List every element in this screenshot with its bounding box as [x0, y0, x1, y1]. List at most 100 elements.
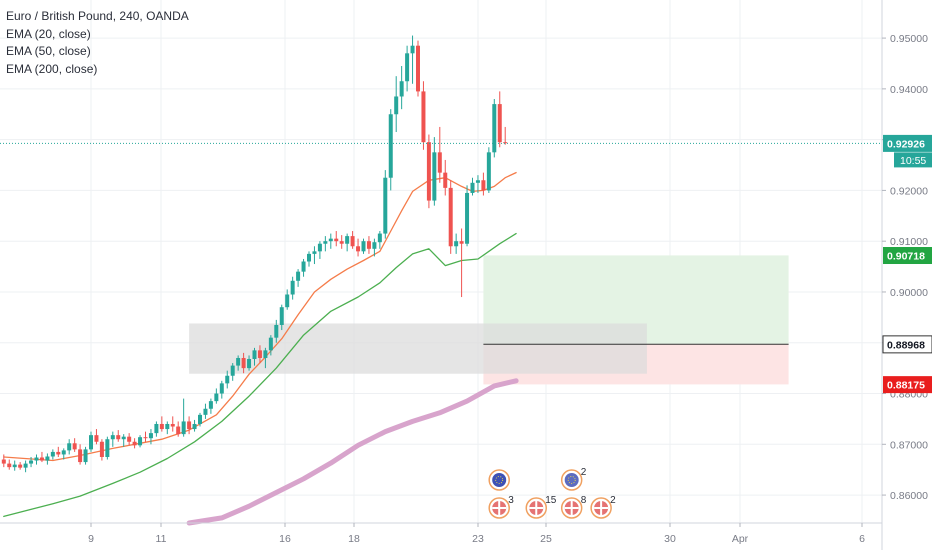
candle [138, 435, 143, 448]
candle [366, 236, 371, 254]
candle-body [416, 45, 420, 92]
candle [18, 462, 23, 470]
candle-body [45, 456, 50, 461]
candle [345, 233, 350, 252]
candle-body [307, 253, 311, 262]
candle [241, 352, 246, 374]
uk-flag-icon[interactable]: 2 [590, 495, 616, 519]
candle [372, 238, 377, 257]
candle-body [475, 180, 480, 183]
candle-body [34, 457, 39, 461]
candle-body [39, 457, 44, 461]
candle-body [83, 449, 88, 463]
candle [263, 347, 268, 369]
candle [143, 431, 148, 442]
candle [132, 438, 137, 449]
stop-price-label: 0.88175 [887, 380, 925, 392]
candle-body [225, 375, 230, 384]
candle-body [399, 81, 404, 97]
candle-body [361, 241, 366, 252]
candle [388, 109, 393, 191]
time-axis[interactable]: 9 11 16 18 23 25 30 Apr 6 [0, 522, 882, 545]
candle-body [116, 435, 121, 440]
candle [67, 439, 72, 455]
candle-body [72, 443, 77, 450]
candle-body [252, 350, 257, 359]
candle-body [241, 357, 246, 369]
legend-ema200[interactable]: EMA (200, close) [6, 61, 98, 76]
candle [426, 134, 431, 209]
candle [29, 456, 34, 468]
zones [189, 255, 789, 385]
eu-flag-icon[interactable] [488, 469, 510, 491]
candle-body [486, 152, 491, 191]
candle-body [181, 421, 186, 435]
candle [208, 398, 213, 414]
legend-symbol[interactable]: Euro / British Pound, 240, OANDA [6, 9, 189, 23]
candle [148, 429, 153, 445]
event-count: 3 [508, 495, 514, 506]
candle-body [426, 142, 431, 201]
x-tick-label: 30 [664, 533, 676, 545]
candle [410, 35, 415, 84]
uk-flag-icon[interactable]: 3 [488, 495, 514, 519]
candle-body [312, 251, 317, 254]
uk-flag-icon[interactable]: 8 [560, 495, 587, 519]
candle-body [187, 421, 192, 430]
candle [323, 236, 328, 252]
countdown-bg [894, 152, 932, 168]
candle [181, 398, 186, 437]
candle-body [219, 383, 224, 394]
candle-body [465, 192, 470, 244]
candle-body [437, 152, 442, 173]
candle-body [356, 246, 361, 252]
candle [421, 81, 426, 150]
flag-stars [495, 476, 504, 484]
y-tick-label: 0.92000 [890, 185, 928, 197]
candle-body [432, 152, 437, 201]
candle-body [345, 236, 350, 244]
candle [383, 170, 388, 239]
ema50-line [3, 232, 517, 518]
candle-body [296, 271, 301, 281]
price-axis[interactable]: 0.950000.940000.930000.920000.910000.900… [881, 0, 932, 550]
candle-body [138, 437, 143, 446]
us-flag-icon[interactable]: 2 [560, 467, 587, 491]
candle [312, 246, 317, 265]
candle [219, 380, 224, 399]
candle-body [257, 350, 262, 358]
candle-body [78, 449, 83, 463]
event-count: 2 [610, 495, 616, 506]
candle-body [366, 241, 371, 249]
x-tick-label: 16 [279, 533, 291, 545]
event-count: 2 [581, 467, 587, 478]
candle-body [89, 435, 93, 450]
legend-ema50[interactable]: EMA (50, close) [6, 44, 91, 58]
candle-body [328, 238, 333, 242]
candle [45, 453, 50, 465]
candle [290, 276, 295, 300]
candle-body [176, 426, 181, 435]
candle-body [323, 241, 328, 244]
candle [214, 388, 219, 404]
candle [192, 419, 197, 432]
candle [110, 431, 115, 447]
candle-body [470, 182, 475, 193]
legend-ema20[interactable]: EMA (20, close) [6, 26, 91, 41]
candle-body [372, 242, 377, 249]
candle-body [121, 436, 126, 440]
candle [83, 446, 88, 465]
target-price-label-bg [883, 247, 932, 265]
candle-body [165, 423, 170, 430]
candle-body [421, 91, 426, 143]
demand-zone [189, 323, 647, 374]
candle [268, 335, 273, 356]
candle [61, 448, 66, 460]
candle [470, 177, 475, 196]
candle-body [67, 443, 72, 451]
candle [230, 363, 235, 381]
y-tick-label: 0.91000 [890, 236, 928, 248]
uk-flag-icon[interactable]: 15 [525, 495, 557, 519]
